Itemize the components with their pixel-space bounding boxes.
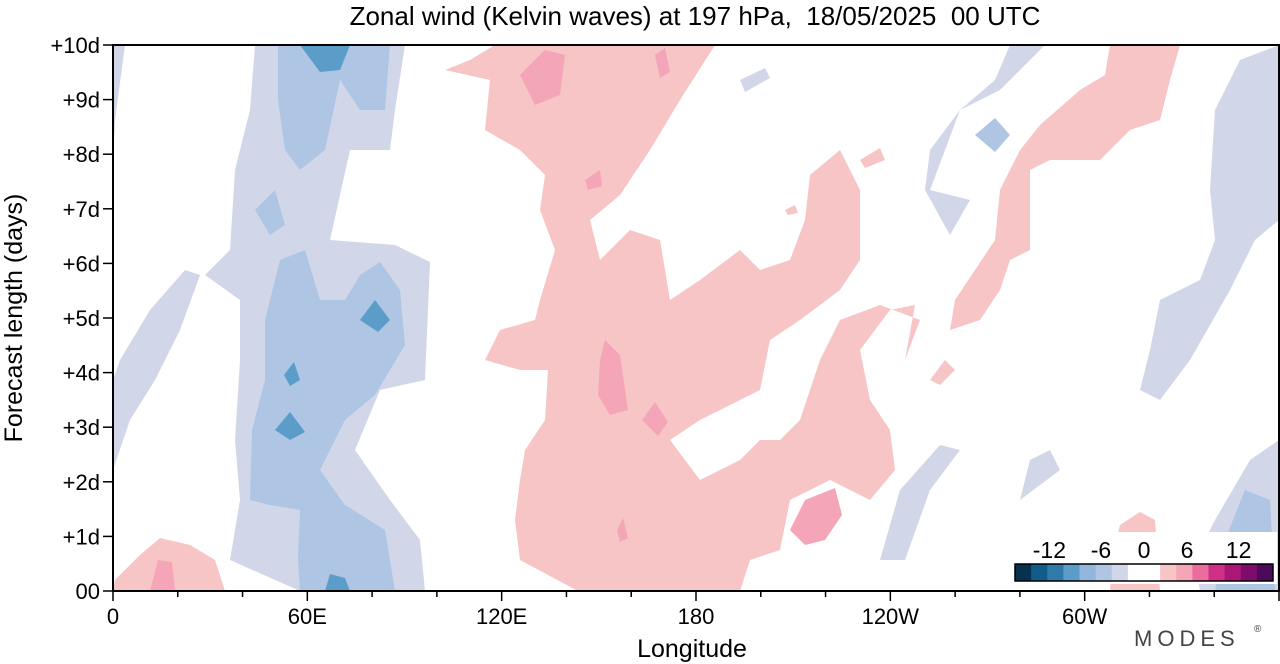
x-tick-label: 60W <box>1062 604 1107 629</box>
colorbar-swatch <box>1256 564 1274 581</box>
brand-registered-mark: ® <box>1254 624 1262 635</box>
contour-pos-6-a <box>520 50 565 105</box>
contour-pos-4-dot3 <box>785 205 798 215</box>
contour-neg-4-east2 <box>1140 45 1279 400</box>
colorbar-label: 12 <box>1226 537 1252 563</box>
colorbar-swatch <box>1144 564 1161 581</box>
contour-pos-6-e <box>585 170 602 190</box>
contour-neg-10-c <box>275 412 305 440</box>
colorbar-swatch <box>1240 564 1258 581</box>
contour-neg-10-a <box>300 45 350 72</box>
contour-pos-6-f <box>150 560 175 591</box>
contour-neg-10-e <box>325 574 350 591</box>
x-tick-label: 120E <box>476 604 527 629</box>
brand-logo: MODES <box>1134 626 1240 651</box>
contour-pos-4-main <box>445 45 920 591</box>
y-tick-label: +5d <box>63 306 100 331</box>
colorbar-frame <box>1014 563 1274 582</box>
colorbar-label: -6 <box>1091 537 1111 563</box>
contour-neg-4-east4 <box>880 445 960 560</box>
x-tick-label: 120W <box>862 604 920 629</box>
colorbar-swatch <box>1224 564 1242 581</box>
y-tick-label: +2d <box>63 470 100 495</box>
contour-neg-10-b <box>360 300 390 332</box>
y-tick-label: +8d <box>63 142 100 167</box>
chart-title: Zonal wind (Kelvin waves) at 197 hPa, 18… <box>349 1 1041 31</box>
contour-pos-4-east <box>950 45 1180 330</box>
contour-neg-8-mid <box>255 190 285 235</box>
contour-pos-6-d <box>790 488 842 545</box>
contour-pos-6-b <box>598 340 628 415</box>
colorbar-swatch <box>1095 564 1113 581</box>
x-tick-label: 60E <box>288 604 327 629</box>
colorbar-swatch <box>1192 564 1209 581</box>
contour-neg-4-east6 <box>740 68 770 92</box>
y-tick-label: 00 <box>76 579 100 604</box>
y-tick-label: +9d <box>63 88 100 113</box>
y-tick-label: +7d <box>63 197 100 222</box>
y-tick-label: +1d <box>63 524 100 549</box>
contour-pos-4-dot1 <box>930 360 955 385</box>
y-tick-label: +3d <box>63 415 100 440</box>
contour-neg-10-d <box>284 362 300 386</box>
y-tick-label: +10d <box>50 33 100 58</box>
axes: 0 60E 120E 180 120W 60W 00 +1d +2d +3d +4d +5d +6d +7… <box>0 33 1280 663</box>
contour-pos-6-g <box>655 48 670 78</box>
colorbar-swatch <box>1111 564 1129 581</box>
y-tick-label: +6d <box>63 251 100 276</box>
contour-field <box>113 45 1279 591</box>
contour-neg-4-left2 <box>113 270 200 470</box>
contour-neg-4-east5 <box>1020 450 1060 500</box>
colorbar-swatch <box>1031 564 1048 581</box>
colorbar-swatch <box>1176 564 1193 581</box>
x-tick-label: 180 <box>678 604 715 629</box>
colorbar-swatch <box>1047 564 1064 581</box>
y-tick-label: +4d <box>63 361 100 386</box>
contour-pos-4-dot2 <box>860 148 885 168</box>
colorbar-swatch <box>1079 564 1097 581</box>
contour-pos-6-c <box>642 402 668 436</box>
colorbar-swatch <box>1127 564 1145 581</box>
contour-neg-8-main <box>250 250 405 591</box>
colorbar-swatch <box>1015 564 1032 581</box>
colorbar-swatch <box>1063 564 1080 581</box>
y-axis-label: Forecast length (days) <box>0 194 28 443</box>
contour-neg-4-left <box>113 45 125 160</box>
contour-pos-6-h <box>617 518 628 542</box>
colorbar-label: 6 <box>1181 537 1194 563</box>
x-axis-label: Longitude <box>637 635 747 663</box>
colorbar: -12 -6 0 6 12 <box>1013 532 1277 584</box>
contour-neg-8-top <box>278 45 390 170</box>
x-tick-label: 0 <box>107 604 119 629</box>
colorbar-label: -12 <box>1033 537 1066 563</box>
colorbar-swatch <box>1208 564 1226 581</box>
colorbar-swatch <box>1160 564 1177 581</box>
contour-neg-8-east <box>975 118 1010 152</box>
colorbar-label: 0 <box>1138 537 1151 563</box>
